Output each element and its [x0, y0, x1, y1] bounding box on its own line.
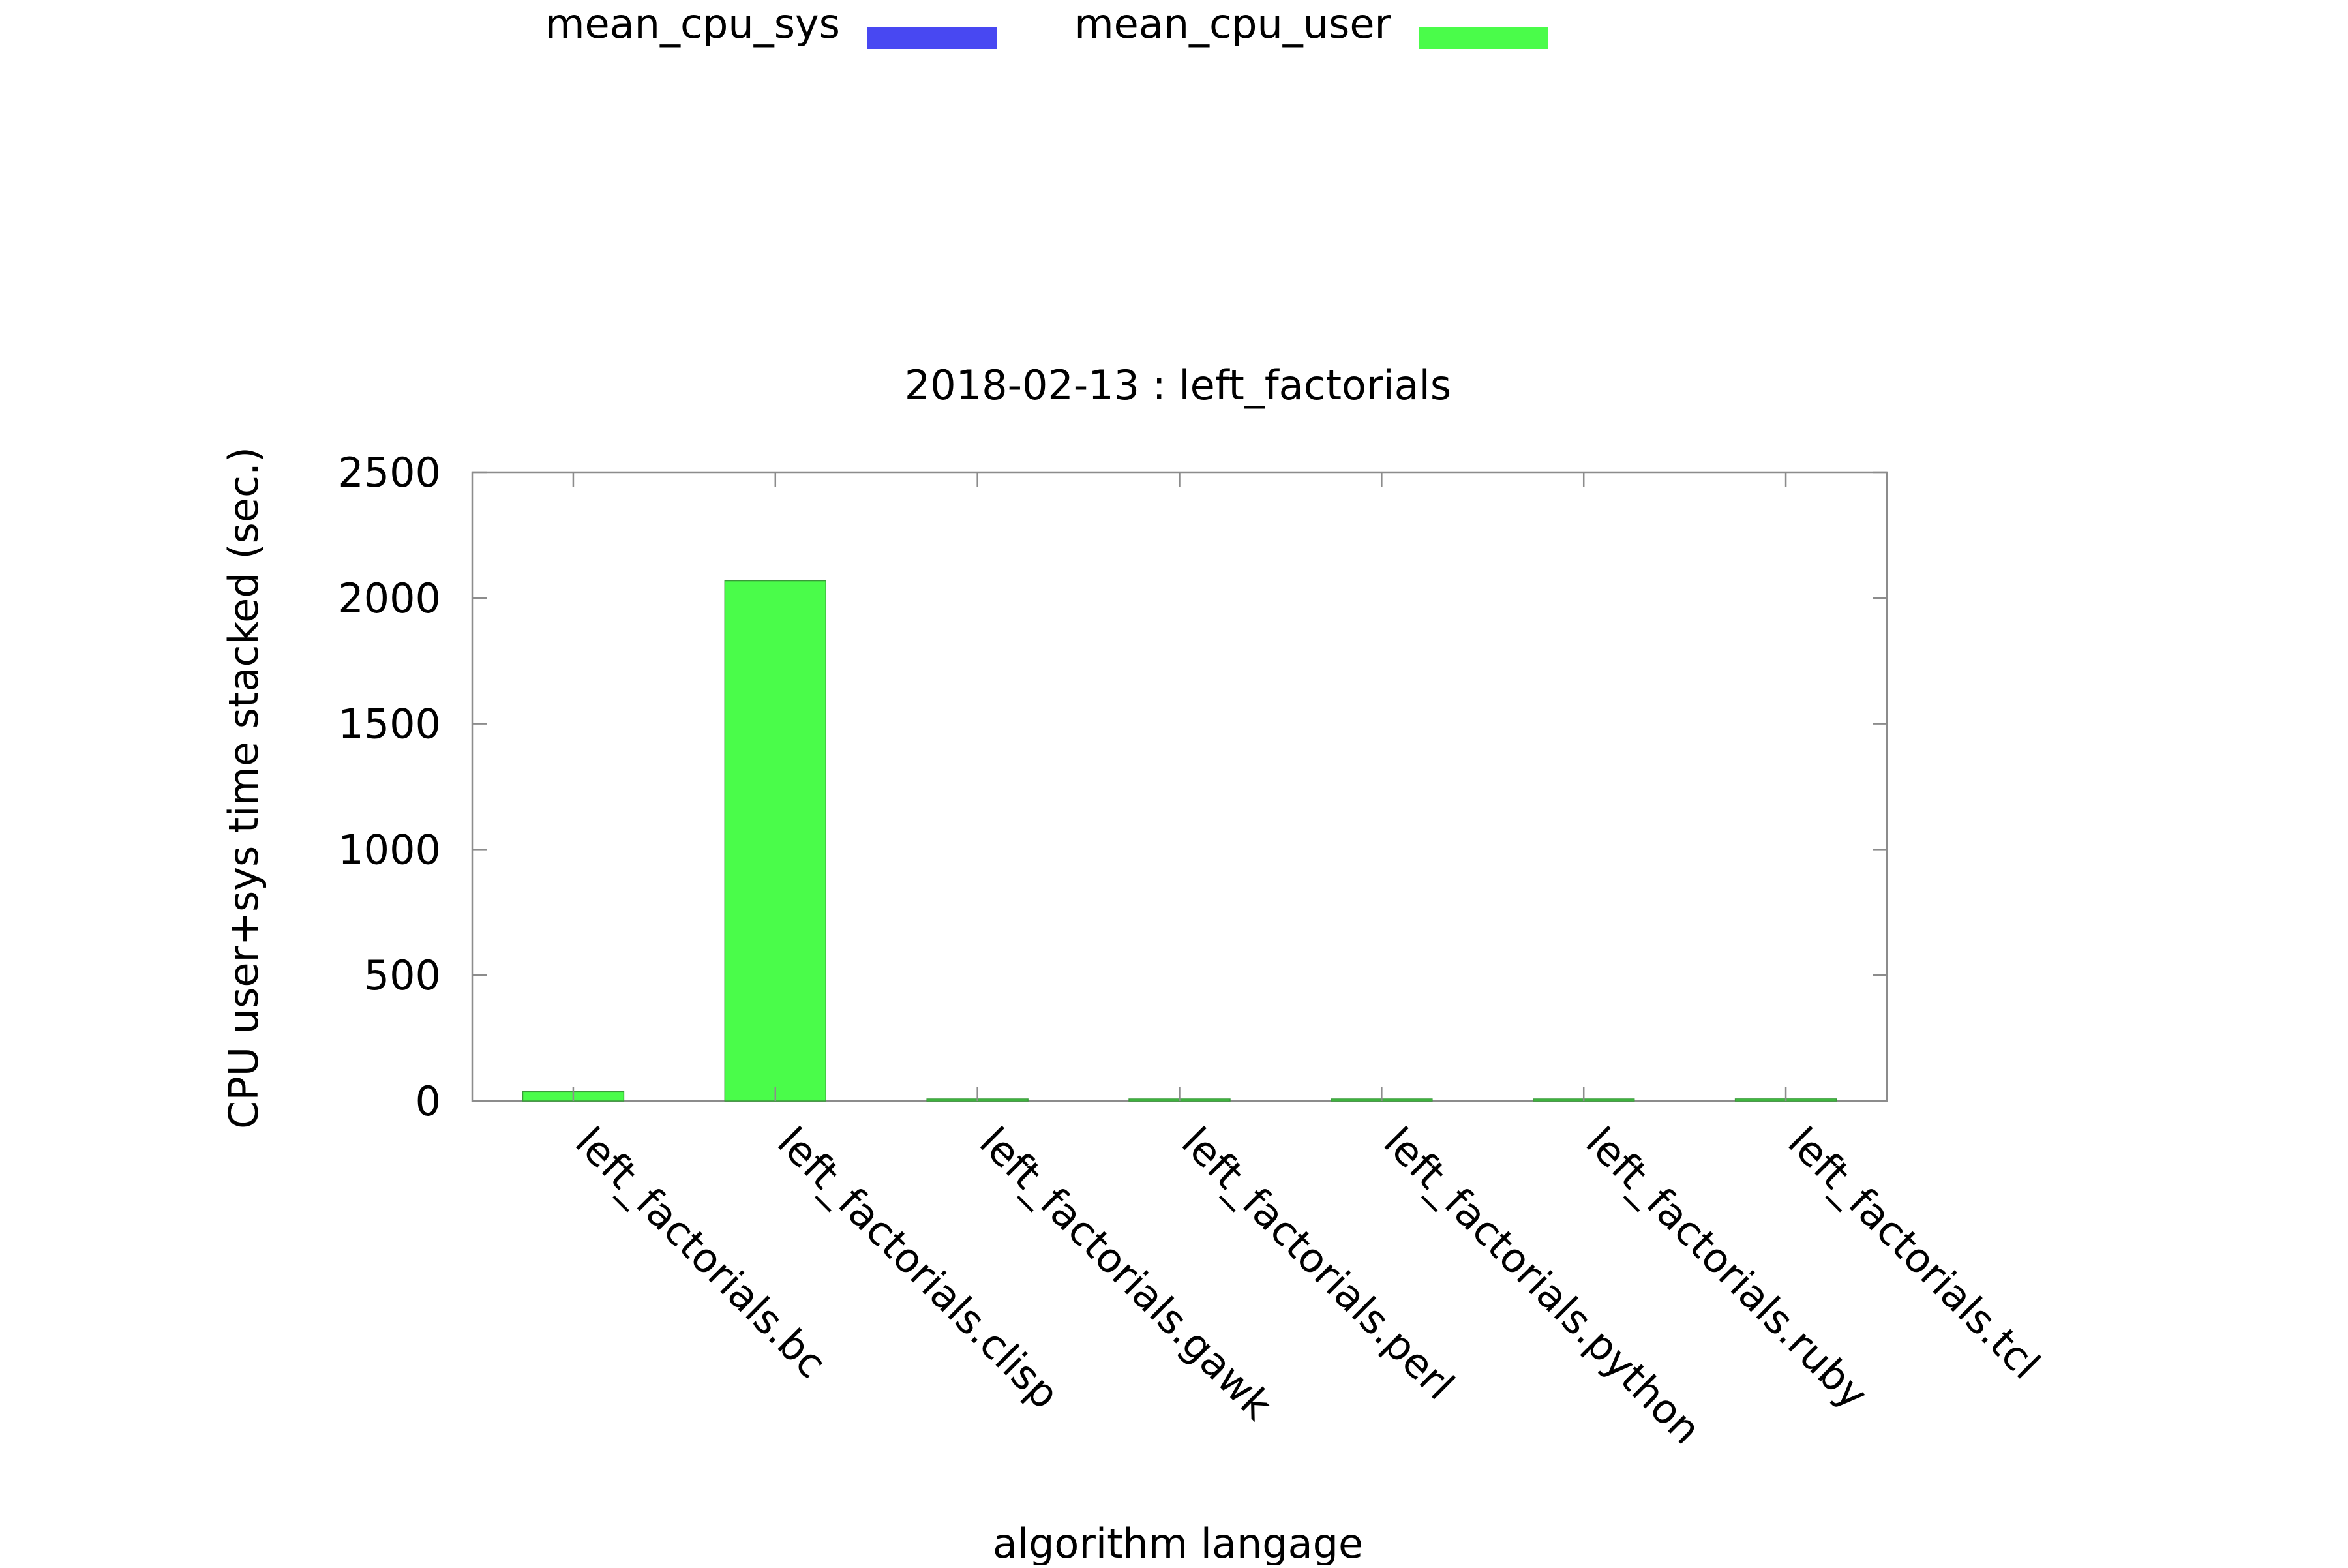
plot-area: 05001000150020002500left_factorials.bcle…	[338, 449, 2049, 1453]
legend-swatch-mean_cpu_sys	[867, 27, 997, 49]
legend-label-mean_cpu_user: mean_cpu_user	[1074, 0, 1391, 48]
plot-frame	[471, 471, 1888, 1102]
x-axis-label: algorithm langage	[993, 1520, 1363, 1565]
legend-label-mean_cpu_sys: mean_cpu_sys	[545, 0, 840, 48]
chart-title: 2018-02-13 : left_factorials	[905, 361, 1451, 409]
y-tick-label: 2000	[338, 575, 441, 622]
y-tick-label: 1500	[338, 701, 441, 748]
y-tick-label: 0	[415, 1078, 441, 1125]
y-tick-label: 500	[364, 952, 441, 999]
legend-swatch-mean_cpu_user	[1419, 27, 1548, 49]
y-tick-label: 1000	[338, 826, 441, 873]
y-tick-label: 2500	[338, 449, 441, 496]
legend: mean_cpu_sys mean_cpu_user	[545, 0, 1548, 49]
y-axis-label: CPU user+sys time stacked (sec.)	[220, 447, 267, 1129]
bar-mean_cpu_user-1	[724, 580, 826, 1102]
